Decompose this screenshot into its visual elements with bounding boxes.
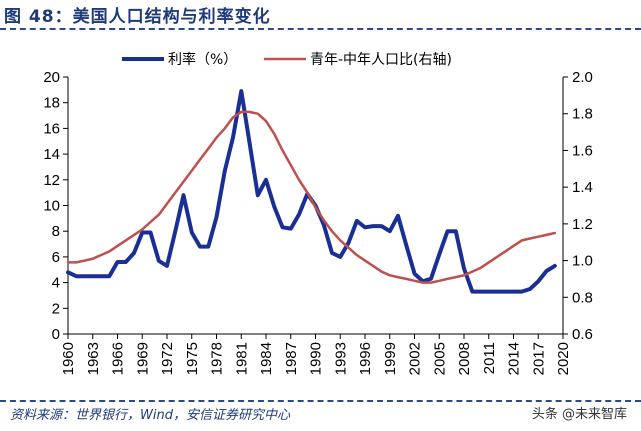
y-left-tick-label: 16	[43, 120, 60, 137]
series-line-ratio	[66, 110, 557, 284]
x-tick-label: 1987	[283, 342, 300, 375]
source-note: 资料来源：世界银行，Wind，安信证券研究中心	[10, 408, 290, 423]
x-tick-label: 2005	[431, 342, 448, 375]
watermark: 头条 @未来智库	[527, 402, 631, 423]
x-tick-label: 1963	[85, 342, 102, 375]
x-tick-label: 1966	[110, 342, 127, 375]
x-tick-label: 1996	[357, 342, 374, 375]
y-right-tick-label: 1.0	[572, 253, 593, 270]
page-title: 图 48：美国人口结构与利率变化	[4, 7, 271, 27]
y-left-tick-label: 2	[52, 300, 60, 317]
x-tick-label: 1990	[308, 342, 325, 375]
x-tick-label: 1972	[159, 342, 176, 375]
bottom-divider	[0, 400, 641, 402]
x-tick-label: 2002	[407, 342, 424, 375]
x-tick-label: 2011	[481, 342, 498, 374]
legend-label-rate: 利率（%）	[168, 51, 237, 68]
x-tick-label: 1981	[233, 342, 250, 375]
y-left-tick-label: 6	[52, 249, 60, 266]
legend-label-ratio: 青年-中年人口比(右轴)	[310, 52, 452, 68]
chart-series	[66, 89, 557, 294]
x-tick-label: 2008	[456, 342, 473, 375]
y-left-tick-label: 10	[43, 198, 60, 215]
chart-legend: 利率（%） 青年-中年人口比(右轴)	[122, 51, 452, 68]
y-left-tick-label: 12	[43, 172, 60, 189]
y-right-tick-label: 2.0	[572, 69, 593, 86]
y-right-tick-label: 0.6	[572, 326, 593, 343]
x-tick-label: 1960	[60, 342, 77, 375]
y-right-tick-label: 1.8	[572, 106, 593, 123]
series-line-rate	[66, 89, 557, 294]
x-tick-label: 2017	[530, 342, 547, 375]
chart-axes: 0 2 4 6 8 10 12 14 16 18 20 0.6 0.8 1.0 1.2 1.4 1.6 1.8 2.…	[43, 69, 593, 375]
y-right-tick-label: 1.2	[572, 216, 593, 233]
y-left-tick-label: 4	[52, 275, 60, 292]
y-left-tick-label: 14	[43, 146, 60, 163]
y-left-tick-label: 20	[43, 69, 60, 86]
x-tick-label: 1978	[209, 342, 226, 375]
top-divider	[0, 28, 641, 30]
x-tick-label: 2020	[555, 342, 572, 375]
x-tick-label: 1969	[134, 342, 151, 375]
y-right-tick-label: 1.6	[572, 142, 593, 159]
x-tick-label: 1984	[258, 342, 275, 375]
x-tick-label: 1999	[382, 342, 399, 375]
y-left-tick-label: 18	[43, 95, 60, 112]
y-left-tick-label: 8	[52, 223, 60, 240]
x-tick-label: 1975	[184, 342, 201, 375]
x-tick-label: 1993	[332, 342, 349, 375]
y-left-tick-label: 0	[52, 326, 60, 343]
x-tick-label: 2014	[506, 342, 523, 375]
y-right-tick-label: 1.4	[572, 179, 593, 196]
y-right-tick-label: 0.8	[572, 289, 593, 306]
chart: 0 2 4 6 8 10 12 14 16 18 20 0.6 0.8 1.0 1.2 1.4 1.6 1.8 2.…	[43, 51, 593, 375]
